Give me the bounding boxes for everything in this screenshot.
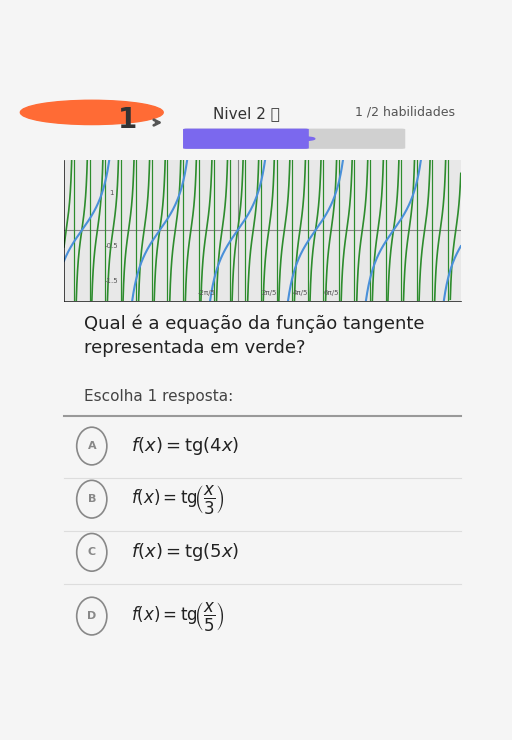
Text: Qual é a equação da função tangente
representada em verde?: Qual é a equação da função tangente repr… xyxy=(84,315,424,357)
Circle shape xyxy=(20,101,163,124)
Text: -1.5: -1.5 xyxy=(105,278,118,284)
Text: 1 /2 habilidades: 1 /2 habilidades xyxy=(355,106,455,118)
Text: 4π/5: 4π/5 xyxy=(292,290,308,296)
Text: $f(x) = \mathrm{tg}(5x)$: $f(x) = \mathrm{tg}(5x)$ xyxy=(132,542,240,563)
Text: -0.5: -0.5 xyxy=(105,243,118,249)
Text: Escolha 1 resposta:: Escolha 1 resposta: xyxy=(84,389,233,404)
Text: B: B xyxy=(88,494,96,504)
Text: 6π/5: 6π/5 xyxy=(324,290,339,296)
FancyBboxPatch shape xyxy=(183,129,406,149)
Text: C: C xyxy=(88,548,96,557)
Text: $f(x) = \mathrm{tg}(4x)$: $f(x) = \mathrm{tg}(4x)$ xyxy=(132,435,240,457)
Text: 1: 1 xyxy=(110,190,114,196)
Text: -2π/5: -2π/5 xyxy=(198,290,216,296)
Text: 2π/5: 2π/5 xyxy=(261,290,276,296)
Text: A: A xyxy=(88,441,96,451)
FancyBboxPatch shape xyxy=(183,129,309,149)
Circle shape xyxy=(295,137,315,141)
Text: $f(x) = \mathrm{tg}\!\left(\dfrac{x}{3}\right)$: $f(x) = \mathrm{tg}\!\left(\dfrac{x}{3}\… xyxy=(132,482,225,516)
Text: 1: 1 xyxy=(118,106,137,134)
Text: $f(x) = \mathrm{tg}\!\left(\dfrac{x}{5}\right)$: $f(x) = \mathrm{tg}\!\left(\dfrac{x}{5}\… xyxy=(132,599,225,633)
Text: Nivel 2 ⓘ: Nivel 2 ⓘ xyxy=(213,106,280,121)
Text: D: D xyxy=(87,611,96,621)
